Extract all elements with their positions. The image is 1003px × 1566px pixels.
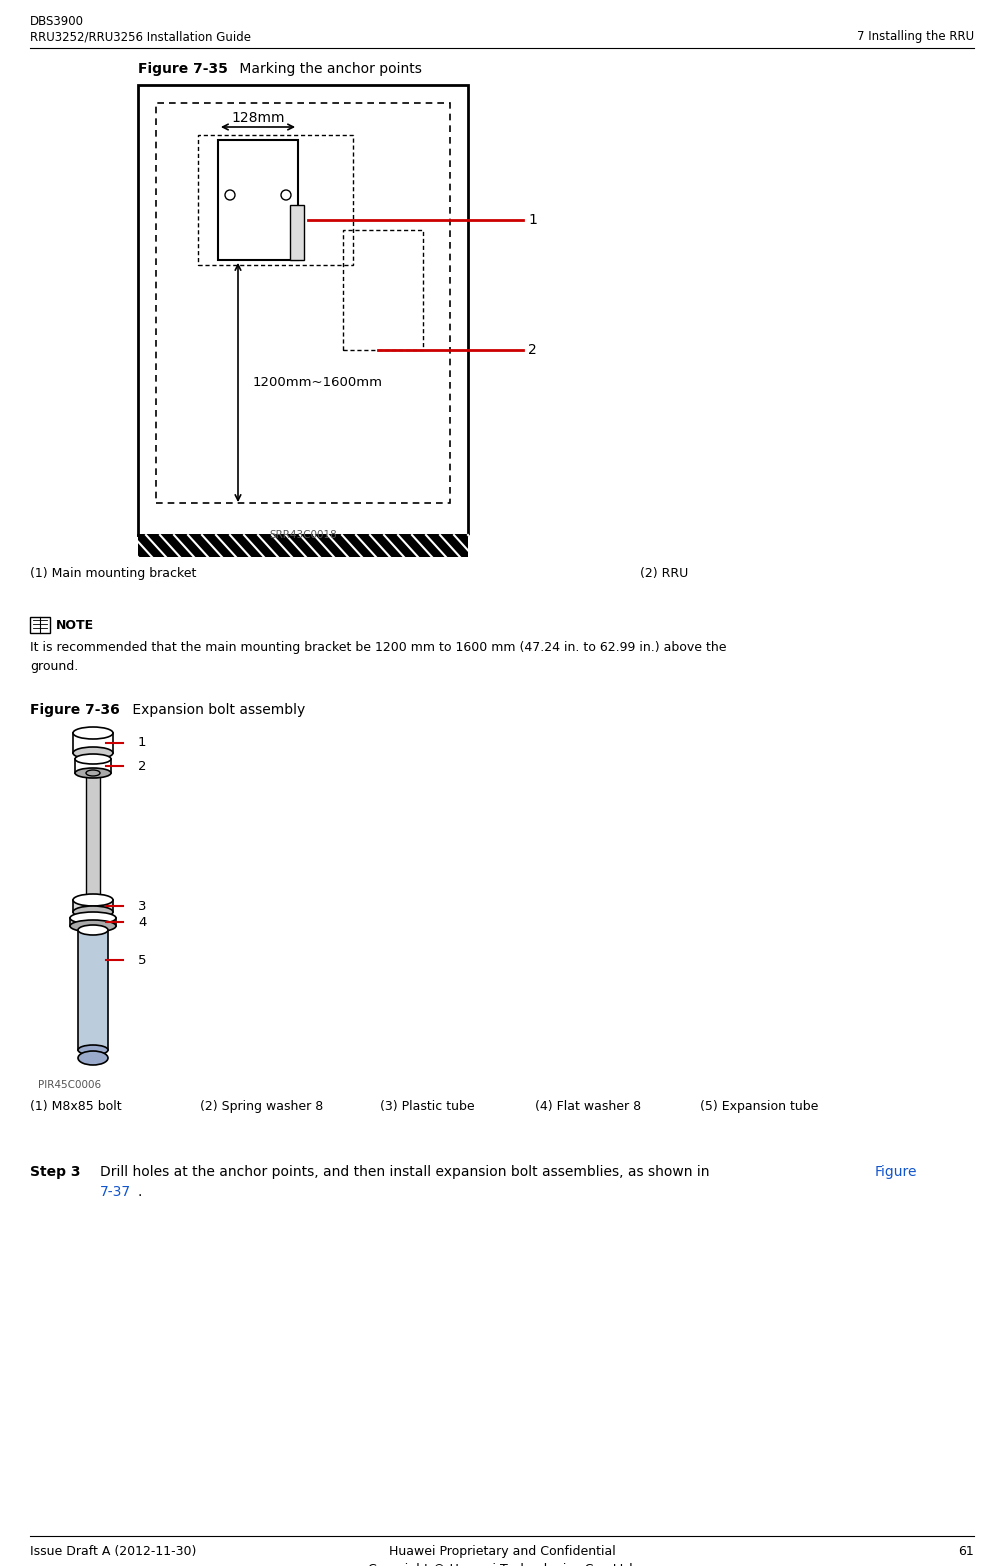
Bar — [218, 139, 298, 260]
Text: (4) Flat washer 8: (4) Flat washer 8 — [535, 1099, 641, 1113]
Text: Figure: Figure — [875, 1165, 917, 1179]
Text: (3) Plastic tube: (3) Plastic tube — [379, 1099, 474, 1113]
Ellipse shape — [75, 753, 111, 764]
Text: SRR43C0018: SRR43C0018 — [269, 529, 337, 540]
Text: 7-37: 7-37 — [100, 1185, 131, 1200]
Ellipse shape — [73, 727, 113, 739]
Ellipse shape — [70, 919, 116, 932]
Bar — [75, 760, 111, 774]
Bar — [155, 103, 449, 503]
Ellipse shape — [70, 911, 116, 924]
Ellipse shape — [73, 894, 113, 907]
Text: 128mm: 128mm — [231, 111, 285, 125]
Text: 1: 1 — [137, 736, 146, 750]
Text: (2) RRU: (2) RRU — [639, 567, 688, 579]
Ellipse shape — [78, 1051, 108, 1065]
Bar — [198, 135, 353, 265]
Bar — [78, 930, 108, 1049]
Bar — [73, 733, 113, 753]
Bar — [343, 230, 422, 349]
Bar — [70, 918, 116, 926]
Text: (2) Spring washer 8: (2) Spring washer 8 — [200, 1099, 323, 1113]
Ellipse shape — [86, 770, 100, 777]
Text: (5) Expansion tube: (5) Expansion tube — [699, 1099, 817, 1113]
Text: 1200mm~1600mm: 1200mm~1600mm — [253, 376, 382, 388]
Text: 3: 3 — [137, 899, 146, 913]
Text: 4: 4 — [137, 916, 146, 929]
Text: Drill holes at the anchor points, and then install expansion bolt assemblies, as: Drill holes at the anchor points, and th… — [100, 1165, 713, 1179]
Ellipse shape — [75, 767, 111, 778]
Text: DBS3900: DBS3900 — [30, 16, 84, 28]
Text: (1) Main mounting bracket: (1) Main mounting bracket — [30, 567, 197, 579]
Text: Figure 7-36: Figure 7-36 — [30, 703, 119, 717]
Ellipse shape — [78, 1045, 108, 1055]
Text: 1: 1 — [528, 213, 537, 227]
Text: Expansion bolt assembly: Expansion bolt assembly — [127, 703, 305, 717]
Bar — [86, 774, 100, 926]
Text: RRU3252/RRU3256 Installation Guide: RRU3252/RRU3256 Installation Guide — [30, 30, 251, 42]
Text: Step 3: Step 3 — [30, 1165, 80, 1179]
Text: Figure 7-35: Figure 7-35 — [137, 63, 228, 77]
Text: 2: 2 — [528, 343, 537, 357]
Text: It is recommended that the main mounting bracket be 1200 mm to 1600 mm (47.24 in: It is recommended that the main mounting… — [30, 640, 726, 673]
Text: PIR45C0006: PIR45C0006 — [38, 1081, 101, 1090]
Text: NOTE: NOTE — [56, 619, 94, 633]
Text: 2: 2 — [137, 760, 146, 772]
Text: Huawei Proprietary and Confidential
Copyright © Huawei Technologies Co., Ltd.: Huawei Proprietary and Confidential Copy… — [367, 1546, 636, 1566]
Text: 7 Installing the RRU: 7 Installing the RRU — [856, 30, 973, 42]
Bar — [290, 205, 304, 260]
Text: 5: 5 — [137, 954, 146, 966]
Text: Marking the anchor points: Marking the anchor points — [235, 63, 421, 77]
Bar — [137, 536, 467, 557]
Text: 61: 61 — [957, 1546, 973, 1558]
Ellipse shape — [73, 907, 113, 918]
Bar — [73, 900, 113, 911]
Circle shape — [281, 189, 291, 200]
Text: Issue Draft A (2012-11-30): Issue Draft A (2012-11-30) — [30, 1546, 197, 1558]
Text: (1) M8x85 bolt: (1) M8x85 bolt — [30, 1099, 121, 1113]
Ellipse shape — [73, 747, 113, 760]
Bar — [137, 85, 467, 536]
Text: .: . — [137, 1185, 142, 1200]
Ellipse shape — [78, 926, 108, 935]
Circle shape — [225, 189, 235, 200]
Bar — [30, 617, 50, 633]
